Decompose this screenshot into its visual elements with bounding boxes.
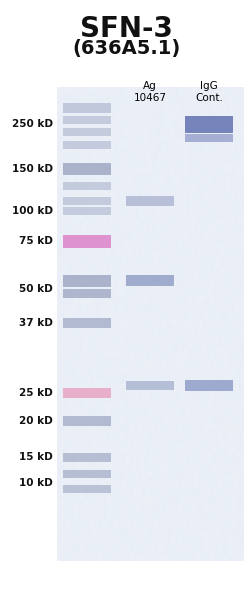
Bar	[126, 275, 174, 286]
Bar	[185, 380, 233, 391]
Bar	[63, 452, 111, 462]
Bar	[63, 128, 111, 136]
Bar	[63, 163, 111, 175]
Text: Ag
10467: Ag 10467	[134, 81, 166, 103]
Text: 250 kD: 250 kD	[12, 119, 53, 129]
Bar	[185, 134, 233, 142]
Text: 10 kD: 10 kD	[19, 478, 53, 488]
Bar	[63, 275, 111, 287]
Bar	[63, 388, 111, 398]
Text: (636A5.1): (636A5.1)	[72, 39, 180, 58]
Text: 15 kD: 15 kD	[19, 452, 53, 462]
Bar	[126, 196, 174, 206]
Bar	[63, 470, 111, 478]
Bar	[63, 103, 111, 113]
Bar	[185, 116, 233, 133]
Bar	[63, 182, 111, 190]
Bar	[63, 116, 111, 124]
Bar	[63, 197, 111, 205]
Bar	[63, 235, 111, 248]
Bar	[63, 416, 111, 426]
Text: 150 kD: 150 kD	[12, 164, 53, 174]
Text: 75 kD: 75 kD	[19, 236, 53, 246]
Bar	[63, 141, 111, 149]
Bar	[126, 381, 174, 390]
Text: 25 kD: 25 kD	[19, 388, 53, 398]
Text: SFN-3: SFN-3	[80, 15, 172, 43]
Text: 100 kD: 100 kD	[12, 206, 53, 216]
Text: 20 kD: 20 kD	[19, 416, 53, 426]
Bar	[63, 318, 111, 328]
Bar	[63, 485, 111, 493]
Bar	[63, 289, 111, 298]
Text: IgG
Cont.: IgG Cont.	[195, 81, 223, 103]
Text: 37 kD: 37 kD	[19, 318, 53, 328]
Bar	[63, 207, 111, 215]
Text: 50 kD: 50 kD	[19, 284, 53, 294]
